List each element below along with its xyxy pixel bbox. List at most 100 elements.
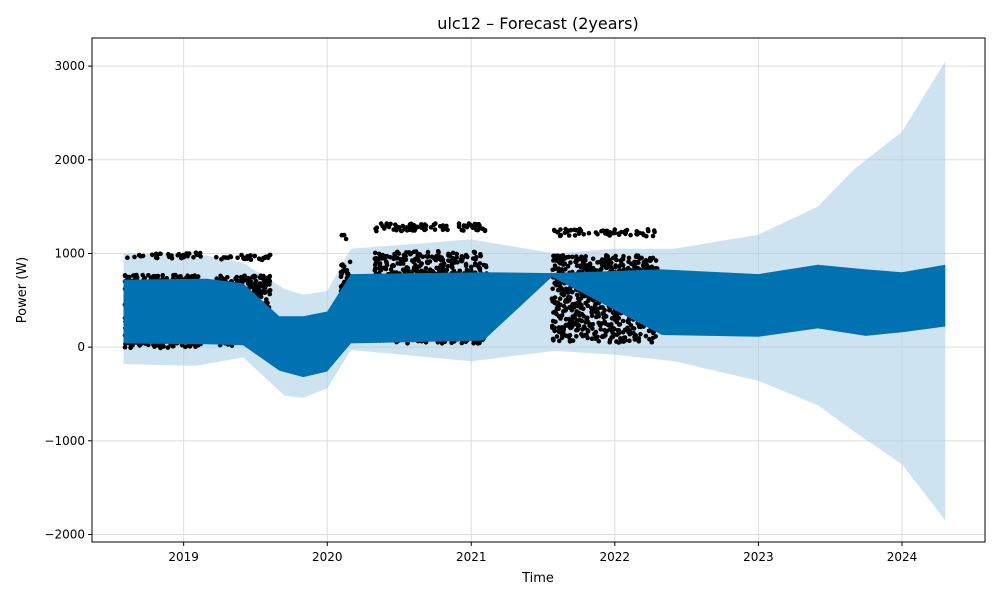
observed-point: [557, 329, 562, 334]
observed-point: [406, 268, 412, 274]
observed-point: [559, 335, 565, 341]
observed-point: [400, 267, 406, 273]
observed-point: [389, 263, 395, 269]
observed-point: [372, 262, 378, 268]
observed-point: [631, 263, 636, 268]
observed-point: [570, 254, 575, 260]
forecast-line: [480, 272, 553, 335]
observed-point: [575, 318, 581, 323]
observed-point: [151, 274, 156, 279]
observed-point: [632, 337, 638, 342]
observed-point: [384, 221, 390, 226]
observed-point: [583, 258, 588, 263]
observed-point: [263, 254, 269, 260]
observed-point: [382, 226, 387, 231]
observed-point: [590, 309, 595, 315]
observed-point: [264, 297, 269, 302]
y-tick-label: 1000: [54, 246, 85, 260]
observed-point: [422, 227, 427, 233]
observed-point: [242, 273, 247, 279]
observed-point: [130, 343, 135, 348]
observed-point: [241, 277, 247, 283]
observed-point: [576, 231, 582, 236]
observed-point: [618, 258, 624, 263]
observed-point: [252, 284, 257, 290]
observed-point: [587, 323, 592, 329]
observed-point: [603, 254, 609, 259]
observed-point: [616, 322, 622, 327]
observed-point: [446, 253, 451, 258]
observed-point: [563, 322, 569, 328]
observed-point: [339, 271, 345, 276]
observed-point: [585, 328, 590, 333]
observed-point: [477, 261, 483, 266]
observed-point: [464, 267, 470, 273]
observed-point: [566, 316, 572, 322]
observed-point: [555, 282, 560, 288]
observed-point: [575, 296, 581, 301]
observed-point: [444, 223, 449, 229]
observed-point: [551, 310, 556, 315]
observed-point: [347, 259, 353, 265]
observed-point: [577, 313, 582, 318]
observed-point: [411, 259, 417, 264]
observed-point: [441, 263, 446, 269]
observed-point: [599, 228, 604, 234]
observed-point: [482, 228, 488, 234]
observed-point: [620, 262, 626, 268]
observed-point: [478, 253, 484, 259]
observed-point: [607, 306, 612, 312]
observed-point: [439, 255, 445, 260]
observed-point: [643, 258, 649, 263]
observed-point: [555, 253, 561, 259]
observed-point: [477, 266, 483, 271]
observed-point: [594, 310, 599, 315]
observed-point: [554, 334, 560, 339]
observed-point: [122, 345, 128, 350]
observed-point: [265, 300, 270, 306]
plot-area: [122, 61, 946, 521]
observed-point: [650, 330, 656, 336]
observed-point: [252, 253, 258, 259]
observed-point: [620, 330, 626, 335]
observed-point: [561, 303, 567, 309]
observed-point: [556, 267, 561, 273]
observed-point: [261, 280, 266, 286]
observed-point: [628, 232, 633, 238]
observed-point: [374, 225, 380, 230]
observed-point: [415, 224, 421, 230]
observed-point: [264, 275, 270, 281]
observed-point: [560, 287, 566, 292]
observed-point: [625, 318, 631, 324]
observed-point: [452, 258, 458, 264]
observed-point: [184, 251, 189, 256]
observed-point: [550, 336, 556, 342]
observed-point: [384, 259, 389, 265]
observed-point: [551, 253, 556, 259]
observed-point: [233, 276, 238, 282]
observed-point: [596, 338, 601, 344]
observed-point: [558, 232, 564, 238]
y-tick-label: −2000: [44, 528, 85, 542]
observed-point: [235, 255, 240, 261]
observed-point: [563, 299, 568, 305]
observed-point: [631, 326, 637, 331]
observed-point: [194, 252, 200, 257]
observed-point: [252, 273, 257, 279]
observed-point: [566, 233, 572, 238]
observed-point: [340, 262, 345, 267]
observed-point: [436, 267, 442, 273]
observed-point: [588, 305, 594, 311]
observed-point: [474, 227, 479, 233]
observed-point: [157, 251, 163, 257]
observed-point: [341, 232, 347, 238]
observed-point: [411, 224, 417, 230]
observed-point: [138, 253, 144, 259]
observed-point: [400, 223, 406, 229]
observed-point: [267, 291, 273, 297]
observed-point: [550, 286, 555, 292]
observed-point: [557, 338, 562, 344]
forecast-band: [123, 264, 946, 378]
observed-point: [445, 263, 451, 269]
observed-point: [593, 230, 599, 235]
